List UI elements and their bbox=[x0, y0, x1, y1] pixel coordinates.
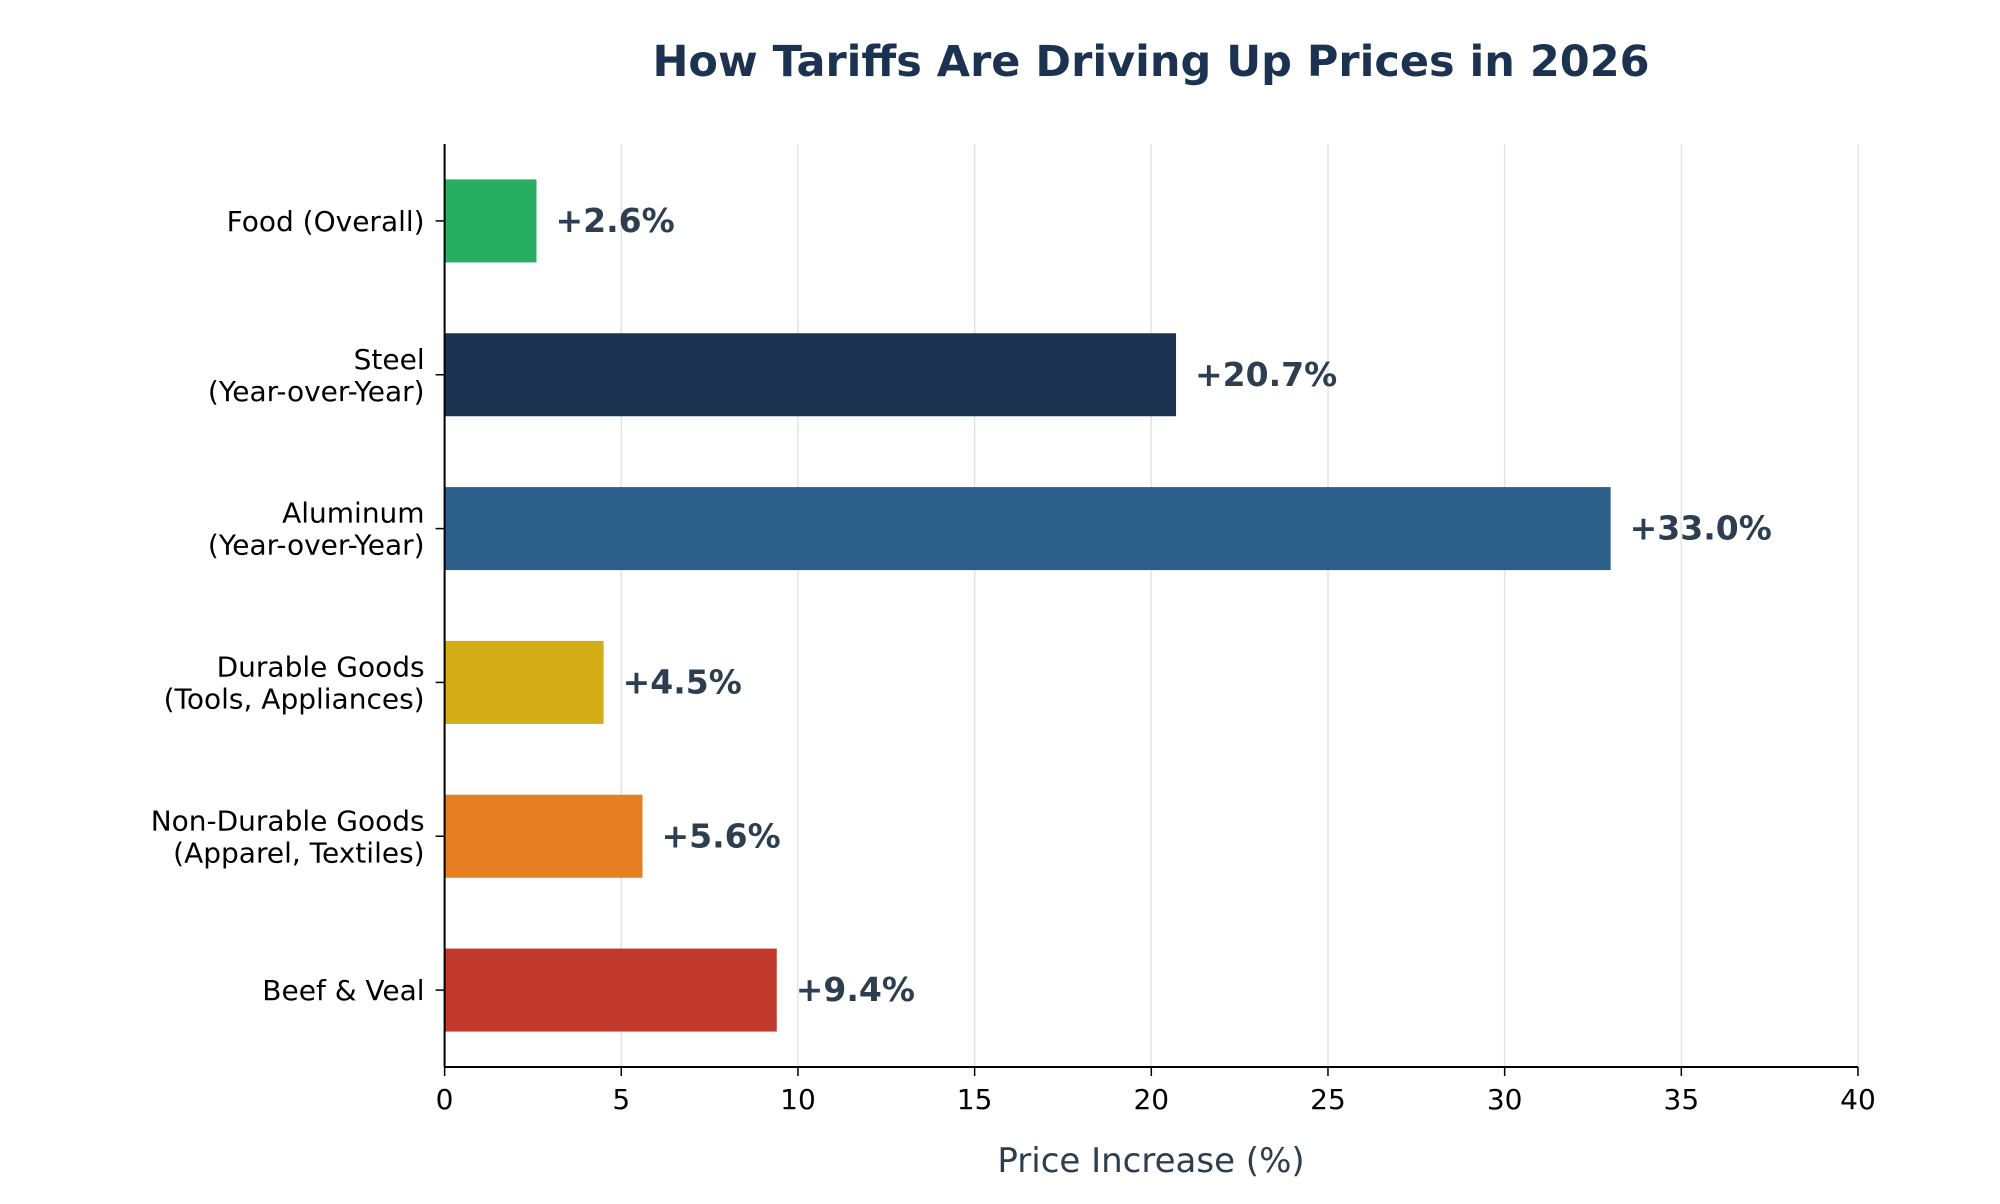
data-label: +4.5% bbox=[623, 662, 742, 701]
y-tick-label: (Year-over-Year) bbox=[208, 529, 425, 562]
bar bbox=[444, 487, 1611, 571]
y-tick-label: Aluminum bbox=[282, 497, 425, 530]
bar bbox=[444, 333, 1177, 417]
x-tick-label: 30 bbox=[1487, 1083, 1523, 1116]
y-tick-label: Beef & Veal bbox=[262, 974, 424, 1007]
y-tick-label: Durable Goods bbox=[217, 650, 425, 683]
bar bbox=[444, 794, 643, 878]
y-tick-label: Steel bbox=[354, 343, 425, 376]
chart-title: How Tariffs Are Driving Up Prices in 202… bbox=[652, 37, 1649, 87]
data-label: +20.7% bbox=[1195, 355, 1337, 394]
data-label: +2.6% bbox=[555, 201, 674, 240]
y-tick-label: Food (Overall) bbox=[227, 205, 425, 238]
x-tick-label: 15 bbox=[957, 1083, 993, 1116]
grid-lines bbox=[620, 144, 1859, 1067]
y-tick-label: (Tools, Appliances) bbox=[164, 682, 425, 715]
x-axis-label: Price Increase (%) bbox=[997, 1141, 1304, 1181]
x-tick-label: 10 bbox=[780, 1083, 816, 1116]
data-label: +33.0% bbox=[1630, 509, 1772, 548]
bar bbox=[444, 948, 777, 1032]
data-label: +9.4% bbox=[796, 970, 915, 1009]
y-tick-label: Non-Durable Goods bbox=[151, 804, 425, 837]
x-tick-label: 5 bbox=[612, 1083, 630, 1116]
x-tick-label: 0 bbox=[436, 1083, 454, 1116]
x-tick-label: 20 bbox=[1133, 1083, 1169, 1116]
x-tick-label: 25 bbox=[1310, 1083, 1346, 1116]
x-tick-label: 40 bbox=[1840, 1083, 1876, 1116]
y-tick-label: (Apparel, Textiles) bbox=[173, 836, 424, 869]
bar bbox=[444, 179, 537, 263]
x-tick-label: 35 bbox=[1664, 1083, 1700, 1116]
bars: +2.6% +20.7% +33.0% +4.5% +5.6% +9.4% bbox=[444, 179, 1772, 1032]
bar bbox=[444, 640, 604, 724]
y-tick-label: (Year-over-Year) bbox=[208, 375, 425, 408]
data-label: +5.6% bbox=[661, 816, 780, 855]
